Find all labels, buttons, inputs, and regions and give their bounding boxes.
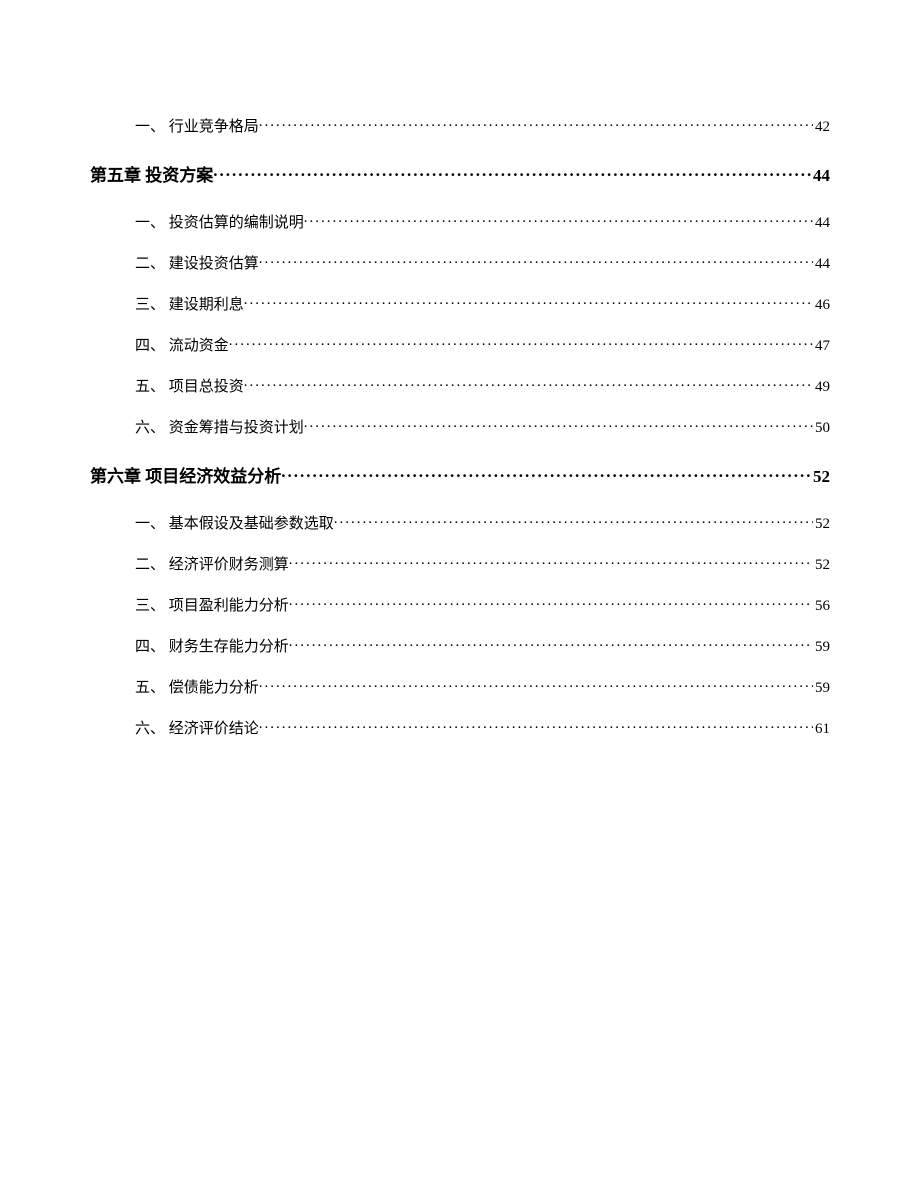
toc-entry: 四、 流动资金 47 bbox=[90, 334, 830, 355]
toc-entry: 第五章 投资方案 44 bbox=[90, 161, 830, 186]
toc-label: 五、 项目总投资 bbox=[135, 375, 244, 396]
toc-page: 49 bbox=[813, 379, 830, 396]
toc-entry: 一、 基本假设及基础参数选取 52 bbox=[90, 512, 830, 533]
toc-leader bbox=[259, 677, 813, 692]
toc-page: 59 bbox=[813, 639, 830, 656]
toc-leader bbox=[334, 513, 813, 528]
toc-label: 第六章 项目经济效益分析 bbox=[90, 462, 281, 487]
toc-label: 一、 基本假设及基础参数选取 bbox=[135, 512, 334, 533]
toc-label: 一、 投资估算的编制说明 bbox=[135, 211, 304, 232]
toc-label: 三、 建设期利息 bbox=[135, 293, 244, 314]
toc-entry: 第六章 项目经济效益分析 52 bbox=[90, 462, 830, 487]
toc-page: 44 bbox=[813, 256, 830, 273]
toc-label: 六、 经济评价结论 bbox=[135, 717, 259, 738]
toc-page: 61 bbox=[813, 721, 830, 738]
toc-label: 五、 偿债能力分析 bbox=[135, 676, 259, 697]
toc-page: 42 bbox=[813, 119, 830, 136]
toc-label: 一、 行业竞争格局 bbox=[135, 115, 259, 136]
toc-label: 第五章 投资方案 bbox=[90, 161, 213, 186]
toc-leader bbox=[289, 636, 813, 651]
toc-entry: 五、 项目总投资 49 bbox=[90, 375, 830, 396]
toc-entry: 四、 财务生存能力分析 59 bbox=[90, 635, 830, 656]
toc-leader bbox=[289, 595, 813, 610]
toc-page: 47 bbox=[813, 338, 830, 355]
toc-leader bbox=[304, 212, 813, 227]
toc-page: 50 bbox=[813, 420, 830, 437]
toc-leader bbox=[229, 335, 813, 350]
toc-label: 二、 建设投资估算 bbox=[135, 252, 259, 273]
toc-page: 44 bbox=[811, 166, 830, 186]
toc-container: 一、 行业竞争格局42第五章 投资方案 44一、 投资估算的编制说明44二、 建… bbox=[90, 115, 830, 738]
toc-page: 44 bbox=[813, 215, 830, 232]
toc-leader bbox=[259, 253, 813, 268]
toc-leader bbox=[213, 164, 811, 181]
toc-leader bbox=[244, 294, 813, 309]
toc-label: 三、 项目盈利能力分析 bbox=[135, 594, 289, 615]
toc-label: 四、 财务生存能力分析 bbox=[135, 635, 289, 656]
toc-page: 59 bbox=[813, 680, 830, 697]
toc-leader bbox=[289, 554, 813, 569]
toc-entry: 一、 行业竞争格局 42 bbox=[90, 115, 830, 136]
toc-leader bbox=[281, 465, 811, 482]
toc-entry: 五、 偿债能力分析 59 bbox=[90, 676, 830, 697]
toc-page: 52 bbox=[813, 557, 830, 574]
toc-label: 四、 流动资金 bbox=[135, 334, 229, 355]
toc-page: 52 bbox=[813, 516, 830, 533]
toc-page: 46 bbox=[813, 297, 830, 314]
toc-entry: 六、 经济评价结论 61 bbox=[90, 717, 830, 738]
toc-entry: 三、 项目盈利能力分析 56 bbox=[90, 594, 830, 615]
toc-entry: 六、 资金筹措与投资计划 50 bbox=[90, 416, 830, 437]
toc-entry: 一、 投资估算的编制说明 44 bbox=[90, 211, 830, 232]
toc-label: 二、 经济评价财务测算 bbox=[135, 553, 289, 574]
toc-entry: 三、 建设期利息 46 bbox=[90, 293, 830, 314]
toc-leader bbox=[259, 718, 813, 733]
toc-page: 56 bbox=[813, 598, 830, 615]
toc-page: 52 bbox=[811, 467, 830, 487]
toc-entry: 二、 经济评价财务测算 52 bbox=[90, 553, 830, 574]
toc-label: 六、 资金筹措与投资计划 bbox=[135, 416, 304, 437]
toc-leader bbox=[259, 116, 813, 131]
toc-leader bbox=[304, 417, 813, 432]
toc-leader bbox=[244, 376, 813, 391]
toc-entry: 二、 建设投资估算 44 bbox=[90, 252, 830, 273]
